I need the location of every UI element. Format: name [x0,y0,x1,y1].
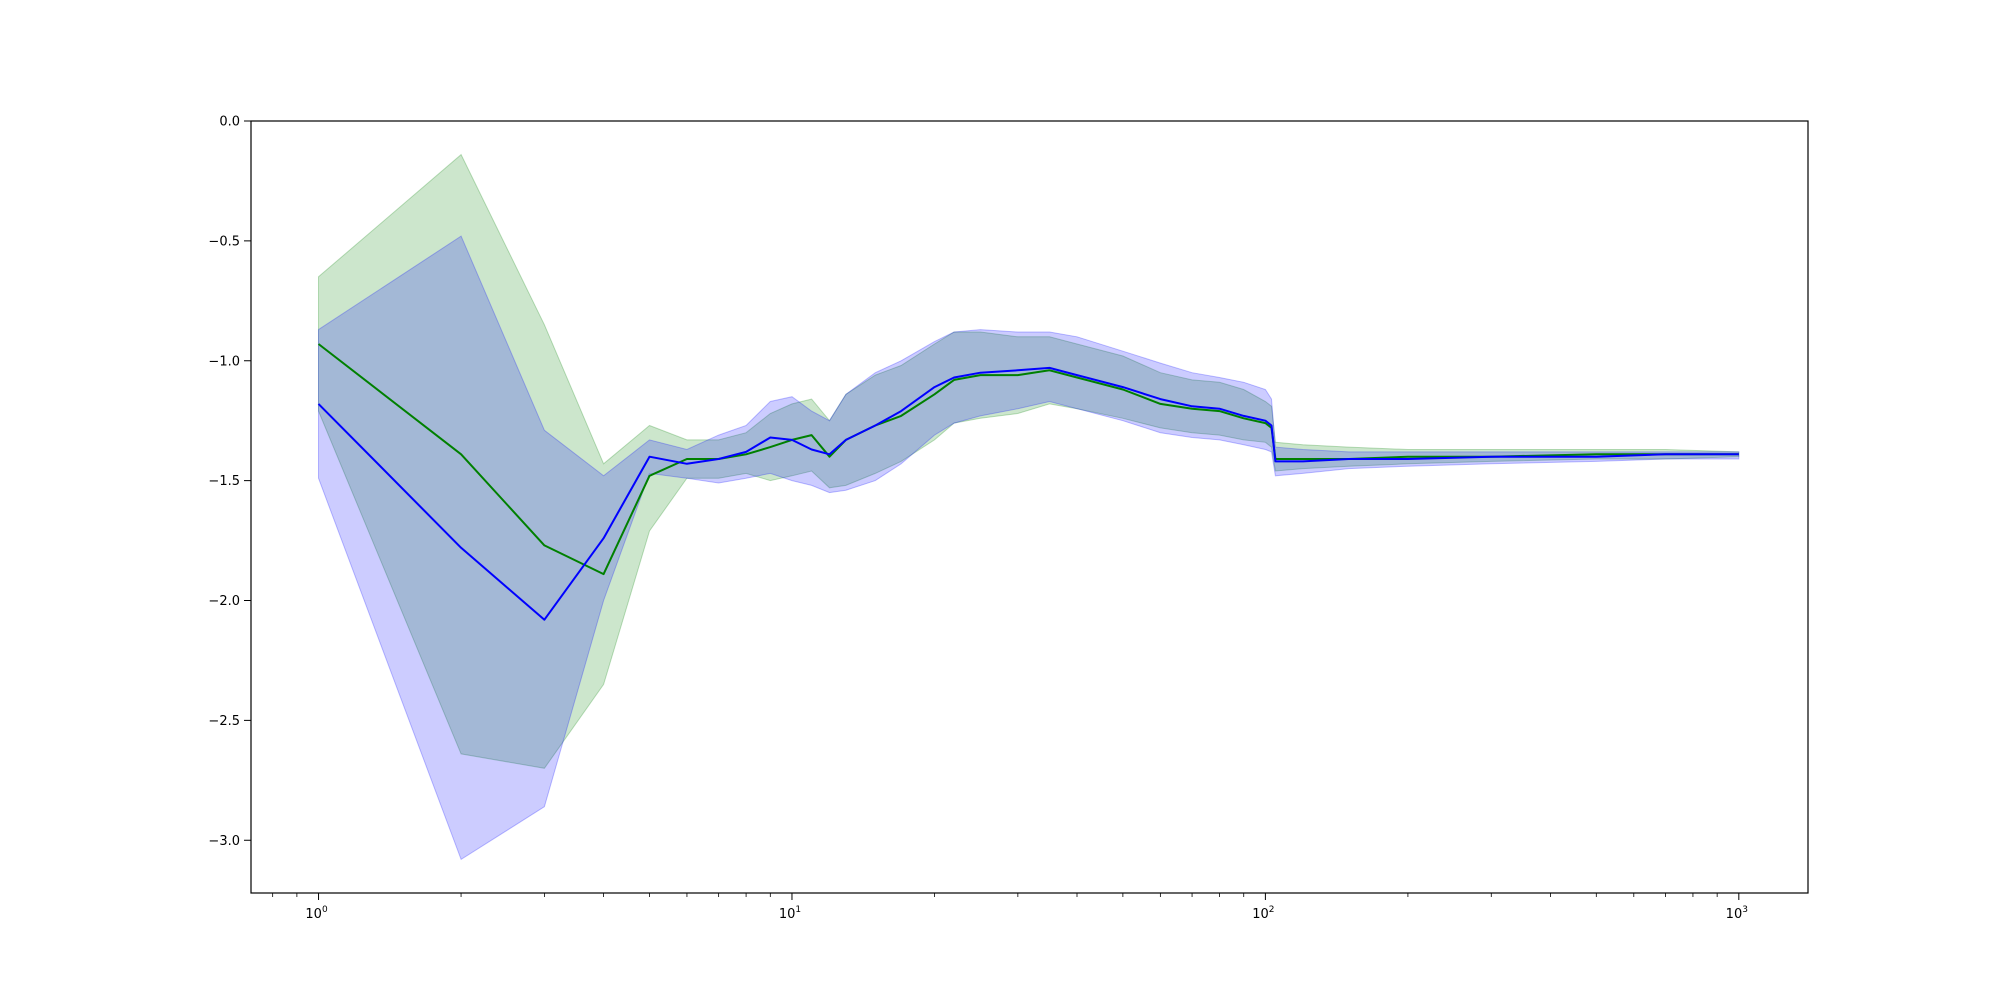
y-tick-label: −2.5 [208,714,240,729]
y-tick-label: −1.0 [208,354,240,369]
series-1-band [318,153,1740,769]
plot-frame [250,120,1809,894]
x-tick-label: 103 [1726,905,1748,922]
y-axis: 0.0 −0.5 −1.0 −1.5 −2.0 −2.5 −3.0 [208,115,251,849]
series-2-band [318,235,1740,861]
series-2-line [317,366,1739,621]
x-tick-label: 102 [1252,905,1274,922]
y-tick-label: −1.5 [208,474,240,489]
series-lines [317,343,1739,621]
confidence-bands [318,153,1740,861]
x-axis: 100 101 102 103 [272,893,1748,922]
x-tick-label: 101 [779,905,801,922]
y-tick-label: −3.0 [208,834,240,849]
y-tick-label: −2.0 [208,594,240,609]
y-tick-label: −0.5 [208,234,240,249]
x-tick-label: 100 [305,905,328,922]
y-tick-label: 0.0 [219,115,240,130]
